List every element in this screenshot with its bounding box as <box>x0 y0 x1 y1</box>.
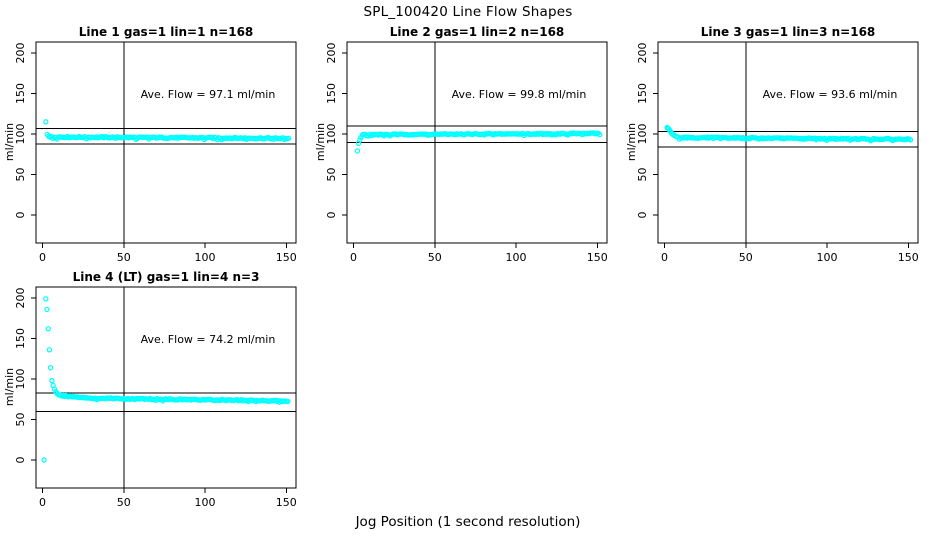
subplot-line-2: 0 50 100 150 0 50 100 150 200 Line 2 gas=1 lin=2… <box>311 20 623 265</box>
x-tick-label: 50 <box>117 251 131 264</box>
y-tick-label: 100 <box>14 368 27 389</box>
y-axis-label: ml/min <box>625 123 638 161</box>
line-3-plot: 0 50 100 150 0 50 100 150 200 Line 3 gas=1 lin=3… <box>625 25 919 264</box>
y-tick-label: 150 <box>325 83 338 104</box>
x-tick-label: 50 <box>739 251 753 264</box>
reference-lines-layer <box>36 42 296 243</box>
x-tick-label: 0 <box>350 251 357 264</box>
subplot-title: Line 3 gas=1 lin=3 n=168 <box>701 25 876 39</box>
x-tick-label: 0 <box>661 251 668 264</box>
y-tick-label: 0 <box>325 211 338 218</box>
y-tick-label: 100 <box>636 123 649 144</box>
chart-layer: 0 50 100 150 0 50 100 150 200 <box>636 41 919 264</box>
subplot-title: Line 1 gas=1 lin=1 n=168 <box>79 25 254 39</box>
line-4-plot: 0 50 100 150 0 50 100 150 200 Line 4 (LT) gas=1 … <box>3 270 297 509</box>
axes-layer <box>31 286 297 493</box>
data-point <box>597 131 603 138</box>
data-point <box>46 347 53 353</box>
plot-frame <box>35 41 297 244</box>
y-tick-label: 100 <box>325 123 338 144</box>
data-points-layer <box>664 124 914 144</box>
x-tick-label: 100 <box>195 496 216 509</box>
y-tick-label: 150 <box>636 83 649 104</box>
y-tick-label: 200 <box>14 43 27 64</box>
subplot-line-4: 0 50 100 150 0 50 100 150 200 Line 4 (LT) gas=1 … <box>0 265 312 510</box>
axes-layer <box>653 41 919 248</box>
y-tick-label: 50 <box>636 167 649 181</box>
data-point <box>49 377 55 384</box>
x-tick-label: 50 <box>428 251 442 264</box>
x-tick-label: 150 <box>276 496 297 509</box>
y-tick-label: 50 <box>14 167 27 181</box>
x-tick-label: 0 <box>39 251 46 264</box>
data-point <box>285 398 291 405</box>
data-point <box>43 119 49 125</box>
y-axis-label: ml/min <box>314 123 327 161</box>
y-tick-label: 0 <box>636 211 649 218</box>
y-tick-label: 0 <box>14 211 27 218</box>
y-tick-label: 200 <box>636 43 649 64</box>
main-title: SPL_100420 Line Flow Shapes <box>363 4 573 20</box>
line-1-plot: 0 50 100 150 0 50 100 150 200 Line 1 gas=1 lin=1… <box>3 25 297 264</box>
y-tick-label: 100 <box>14 123 27 144</box>
x-tick-label: 150 <box>898 251 919 264</box>
y-tick-label: 50 <box>14 412 27 426</box>
data-point <box>907 137 914 143</box>
subplot-line-3: 0 50 100 150 0 50 100 150 200 Line 3 gas=1 lin=3… <box>622 20 934 265</box>
ave-flow-annotation: Ave. Flow = 74.2 ml/min <box>141 333 276 346</box>
data-points-layer <box>41 296 291 463</box>
plot-frame <box>657 41 919 244</box>
data-point <box>354 148 361 154</box>
chart-layer: 0 50 100 150 0 50 100 150 200 <box>14 286 297 509</box>
reference-lines-layer <box>347 42 607 243</box>
y-axis-label: ml/min <box>3 368 16 406</box>
data-points-layer <box>43 119 292 143</box>
axes-layer <box>342 41 608 248</box>
reference-lines-layer <box>658 42 918 243</box>
y-tick-label: 150 <box>14 83 27 104</box>
x-tick-label: 100 <box>817 251 838 264</box>
data-points-layer <box>354 130 603 154</box>
subplot-line-1: 0 50 100 150 0 50 100 150 200 Line 1 gas=1 lin=1… <box>0 20 312 265</box>
x-tick-label: 0 <box>39 496 46 509</box>
y-axis-label: ml/min <box>3 123 16 161</box>
ave-flow-annotation: Ave. Flow = 97.1 ml/min <box>141 88 276 101</box>
plot-frame <box>35 286 297 489</box>
x-tick-label: 150 <box>587 251 608 264</box>
ave-flow-annotation: Ave. Flow = 99.8 ml/min <box>452 88 587 101</box>
ave-flow-annotation: Ave. Flow = 93.6 ml/min <box>763 88 898 101</box>
y-tick-label: 0 <box>14 456 27 463</box>
line-2-plot: 0 50 100 150 0 50 100 150 200 Line 2 gas=1 lin=2… <box>314 25 608 264</box>
x-tick-label: 100 <box>195 251 216 264</box>
x-tick-label: 150 <box>276 251 297 264</box>
axes-layer <box>31 41 297 248</box>
y-tick-label: 150 <box>14 328 27 349</box>
data-point <box>41 457 47 463</box>
y-tick-label: 200 <box>325 43 338 64</box>
data-point <box>357 137 363 143</box>
data-point <box>286 135 292 142</box>
x-tick-label: 100 <box>506 251 527 264</box>
y-tick-label: 50 <box>325 167 338 181</box>
chart-layer: 0 50 100 150 0 50 100 150 200 <box>325 41 608 264</box>
reference-lines-layer <box>36 287 296 488</box>
chart-layer: 0 50 100 150 0 50 100 150 200 <box>14 41 297 264</box>
data-point <box>47 364 54 371</box>
data-point <box>44 306 50 313</box>
x-tick-label: 50 <box>117 496 131 509</box>
x-axis-shared-label: Jog Position (1 second resolution) <box>355 514 581 530</box>
data-point <box>43 296 49 302</box>
data-point <box>45 326 51 332</box>
subplot-title: Line 2 gas=1 lin=2 n=168 <box>390 25 565 39</box>
subplot-title: Line 4 (LT) gas=1 lin=4 n=3 <box>73 270 260 284</box>
y-tick-label: 200 <box>14 288 27 309</box>
